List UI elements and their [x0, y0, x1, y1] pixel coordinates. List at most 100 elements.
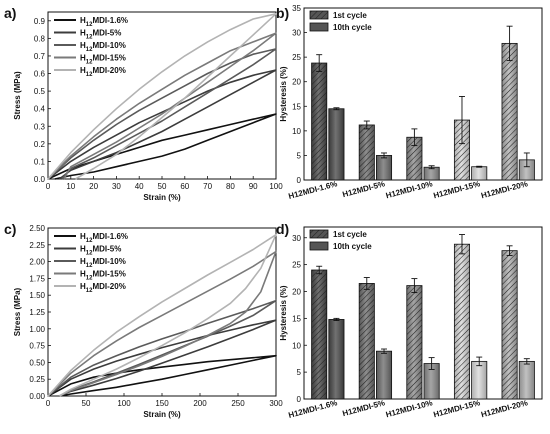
y-tick-label: 1.75 [29, 274, 45, 283]
bar-hatch [454, 120, 470, 180]
x-tick-label: 70 [203, 182, 212, 191]
y-tick-label: 25 [292, 53, 301, 62]
bar-hatch [501, 43, 518, 180]
x-tick-label: 0 [46, 399, 51, 408]
x-tick-label: 20 [89, 182, 98, 191]
bar-shading [424, 167, 440, 180]
panel-b-hysteresis: b) 0 5 10 15 20 25 30 35 Hysteresis (%) H12MDI-1.… [276, 4, 543, 201]
legend-label: H12MDI-1.6% [80, 232, 128, 244]
bar-shading [519, 159, 535, 180]
legend-label: 1st cycle [333, 11, 367, 20]
y-tick-label: 5 [297, 151, 302, 160]
panel-d-letter: d) [276, 221, 289, 237]
x-tick-label: 0 [46, 182, 51, 191]
legend-label: H12MDI-10% [80, 41, 126, 53]
y-tick-label: 0.50 [29, 358, 45, 367]
bar-hatch [359, 124, 375, 180]
bar-shading [376, 351, 392, 399]
series-curve-2 [47, 319, 277, 397]
category-label: H12MDI-20% [480, 179, 529, 200]
series-curve-3 [47, 299, 277, 397]
x-axis-label: Strain (%) [143, 193, 181, 202]
bar-shading [471, 361, 487, 399]
y-tick-label: 0 [297, 176, 302, 185]
bar-shading [424, 363, 440, 399]
x-tick-label: 80 [226, 182, 235, 191]
y-tick-label: 0.5 [34, 87, 46, 96]
category-label: H12MDI-10% [385, 179, 434, 200]
bar-shading [376, 155, 392, 180]
legend-swatch [310, 23, 328, 31]
x-tick-label: 100 [117, 399, 131, 408]
y-tick-label: 2.00 [29, 258, 45, 267]
bar-hatch [406, 137, 422, 180]
series-curve-1 [47, 113, 277, 180]
y-tick-label: 10 [292, 127, 301, 136]
legend-label: H12MDI-5% [80, 245, 121, 257]
y-tick-label: 1.25 [29, 308, 45, 317]
bar-shading [519, 361, 535, 399]
y-tick-label: 5 [297, 368, 302, 377]
bar-shading [328, 319, 345, 399]
y-tick-label: 0.9 [34, 17, 46, 26]
legend-label: 10th cycle [333, 242, 372, 251]
y-tick-label: 0.4 [34, 105, 46, 114]
panel-d-hysteresis: d) 0 5 10 15 20 25 30 Hysteresis (%) H12MDI-1.6%… [276, 221, 543, 420]
y-tick-label: 0.8 [34, 34, 46, 43]
category-label: H12MDI-10% [385, 398, 434, 419]
y-tick-label: 0.0 [34, 175, 46, 184]
bar-shading [471, 166, 487, 180]
y-axis-label: Stress (MPa) [13, 287, 22, 336]
x-tick-label: 250 [231, 399, 245, 408]
y-axis-label: Hysteresis (%) [279, 66, 288, 121]
panel-a-letter: a) [4, 5, 16, 21]
panel-b-letter: b) [276, 5, 289, 21]
category-label: H12MDI-15% [432, 179, 481, 200]
category-label: H12MDI-1.6% [287, 179, 338, 201]
legend-label: H12MDI-20% [80, 282, 126, 294]
y-tick-label: 2.25 [29, 241, 45, 250]
y-axis-label: Stress (MPa) [13, 71, 22, 120]
bar-hatch [454, 244, 470, 399]
y-tick-label: 0.75 [29, 342, 45, 351]
y-tick-label: 10 [292, 341, 301, 350]
bar-shading [328, 108, 345, 180]
legend-swatch-outline [309, 229, 329, 239]
y-tick-label: 0.2 [34, 140, 46, 149]
x-tick-label: 10 [66, 182, 75, 191]
x-tick-label: 90 [249, 182, 258, 191]
x-tick-label: 50 [158, 182, 167, 191]
panel-c-letter: c) [4, 221, 16, 237]
panel-a-stress-strain: a) 0 10 20 30 40 50 60 70 80 90 100 0.0 0.1 0.2 0.3 0.4… [4, 5, 283, 202]
bar-hatch [359, 283, 375, 399]
category-label: H12MDI-20% [480, 398, 529, 419]
x-tick-label: 150 [155, 399, 169, 408]
y-tick-label: 2.50 [29, 224, 45, 233]
series-curve-4 [47, 250, 277, 397]
x-axis-label: Strain (%) [143, 410, 181, 419]
y-tick-label: 30 [292, 234, 301, 243]
y-tick-label: 0.00 [29, 392, 45, 401]
y-tick-label: 0.6 [34, 70, 46, 79]
legend-swatch [310, 242, 328, 250]
x-tick-label: 300 [269, 399, 283, 408]
category-label: H12MDI-15% [432, 398, 481, 419]
y-tick-label: 0.3 [34, 122, 46, 131]
x-tick-label: 50 [82, 399, 91, 408]
y-tick-label: 1.50 [29, 291, 45, 300]
legend-label: H12MDI-20% [80, 66, 126, 78]
x-tick-label: 100 [269, 182, 283, 191]
category-label: H12MDI-5% [341, 179, 385, 199]
legend-label: H12MDI-15% [80, 54, 126, 66]
bar-hatch [311, 63, 327, 180]
x-tick-label: 60 [180, 182, 189, 191]
legend-label: 10th cycle [333, 23, 372, 32]
bar-hatch [501, 250, 518, 399]
legend-swatch-outline [309, 10, 329, 20]
series-curve-5 [47, 233, 277, 397]
y-tick-label: 25 [292, 261, 301, 270]
legend-label: H12MDI-1.6% [80, 16, 128, 28]
series-curve-4 [47, 32, 277, 180]
series-curve-5 [47, 13, 277, 180]
